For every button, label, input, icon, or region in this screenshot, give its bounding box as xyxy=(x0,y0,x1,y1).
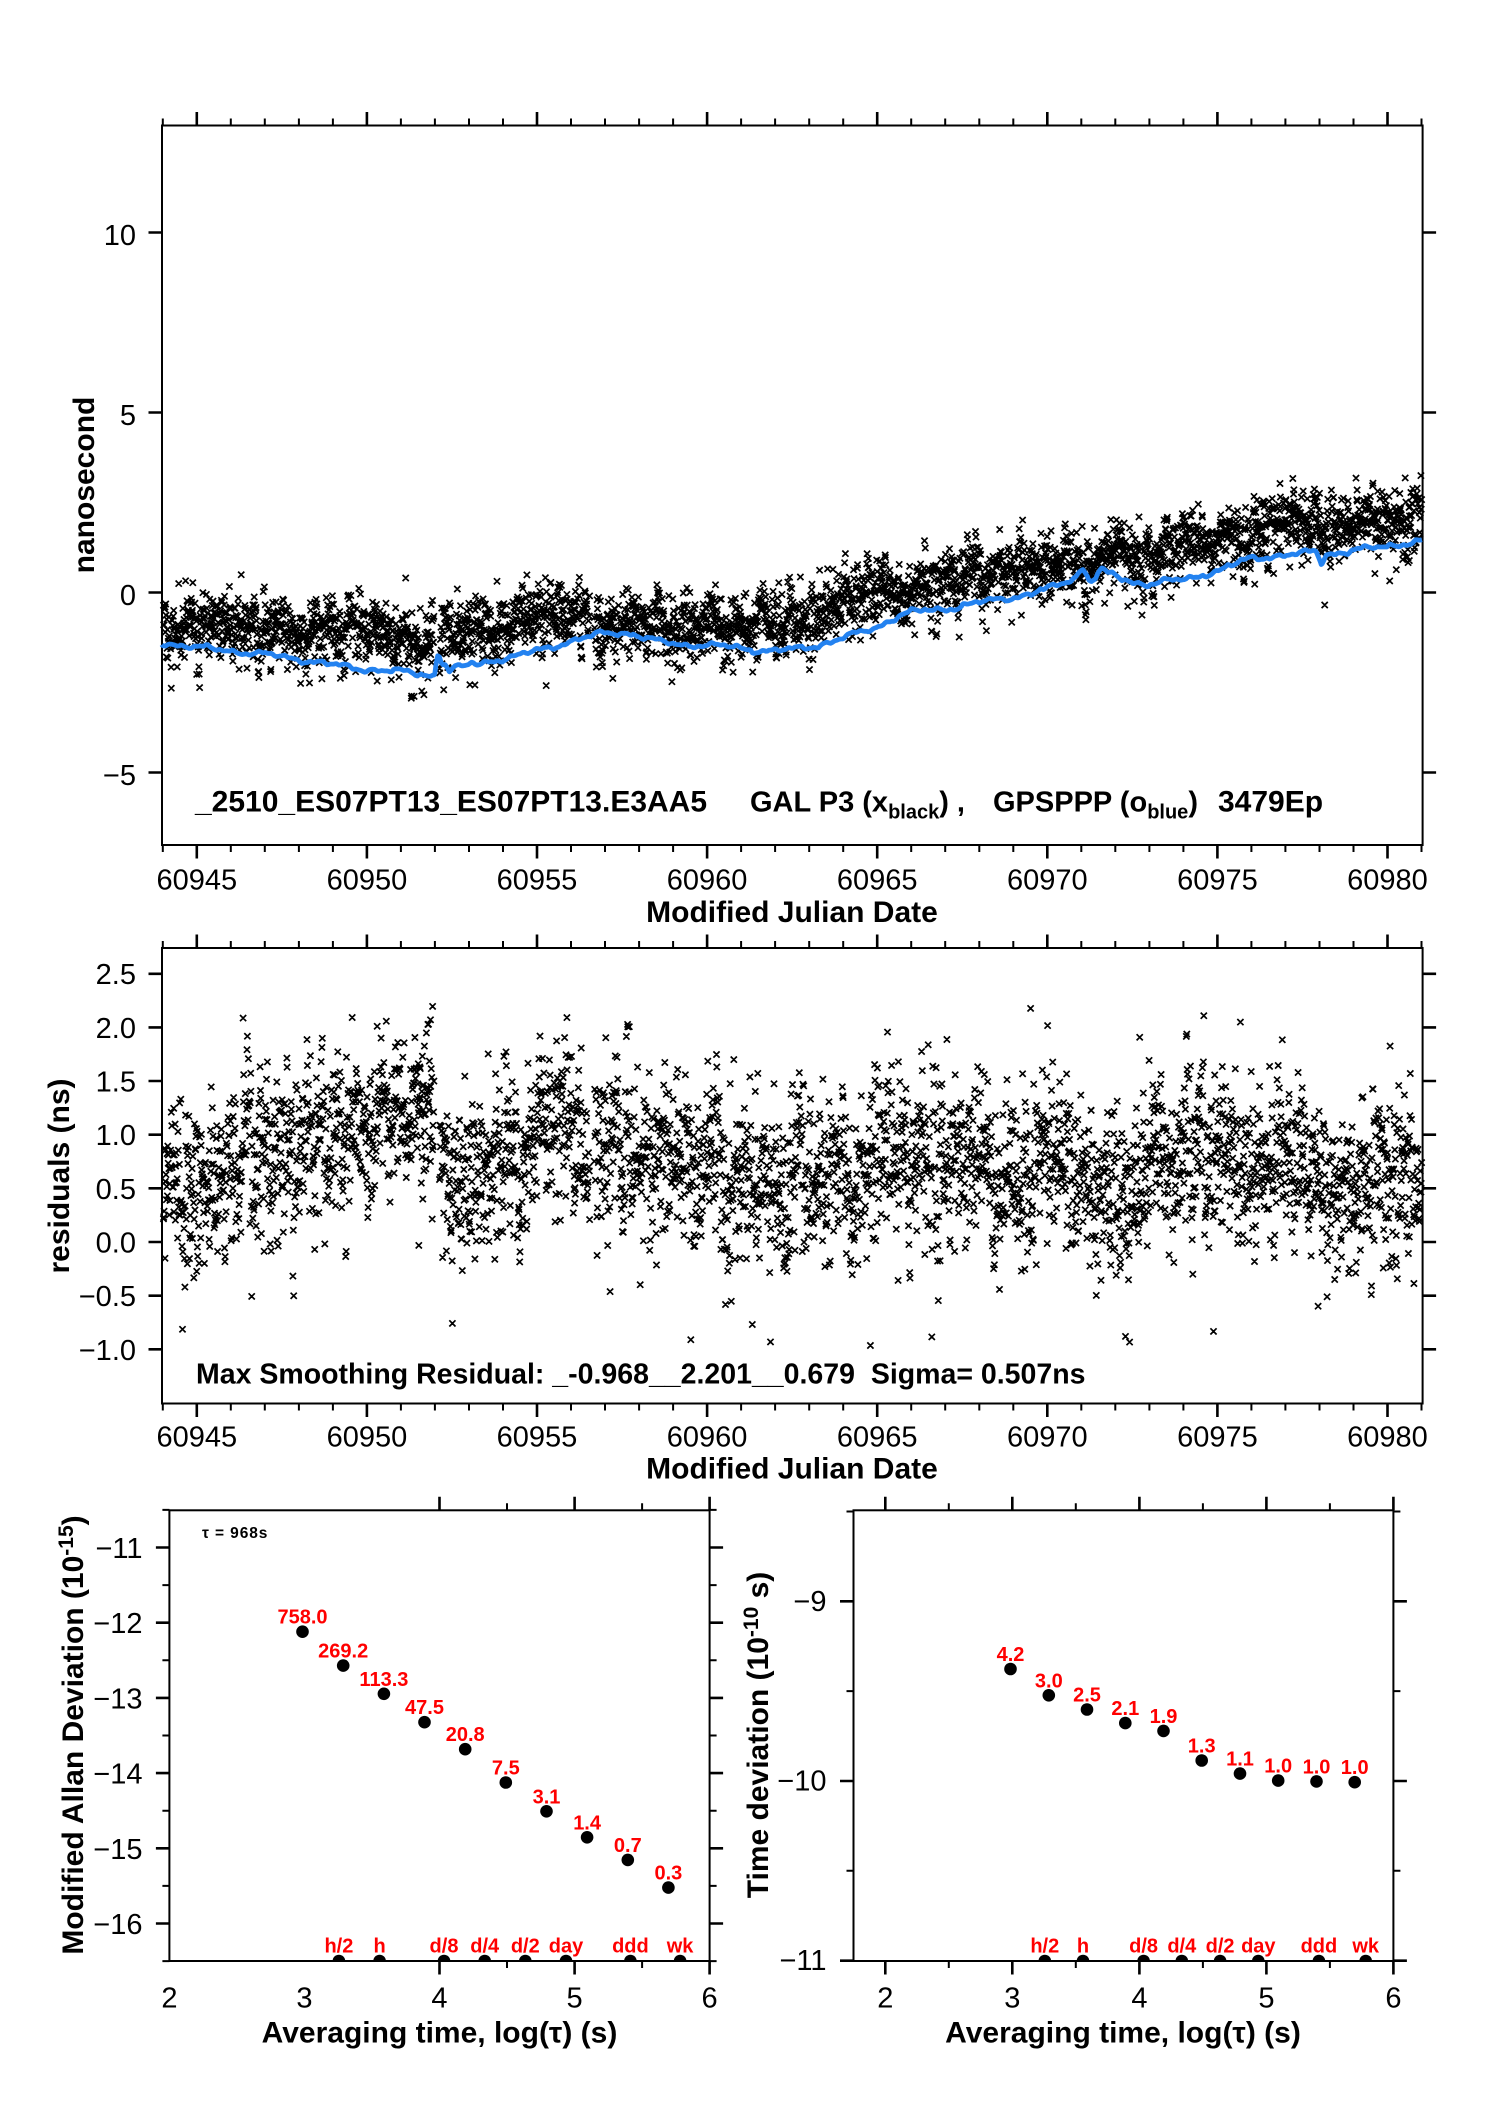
svg-text:60960: 60960 xyxy=(667,865,748,897)
svg-text:d/8: d/8 xyxy=(430,1936,459,1958)
svg-text:4: 4 xyxy=(431,1983,447,2015)
svg-text:day: day xyxy=(1241,1936,1276,1958)
svg-text:1.9: 1.9 xyxy=(1150,1706,1178,1728)
svg-text:d/4: d/4 xyxy=(470,1936,500,1958)
svg-text:2.5: 2.5 xyxy=(96,959,136,991)
svg-text:1.1: 1.1 xyxy=(1226,1749,1254,1771)
svg-text:1.0: 1.0 xyxy=(96,1120,136,1152)
svg-text:d/2: d/2 xyxy=(1206,1936,1235,1958)
svg-text:60945: 60945 xyxy=(156,865,237,897)
svg-text:0.7: 0.7 xyxy=(614,1835,642,1857)
svg-text:Max Smoothing Residual: _-0.96: Max Smoothing Residual: _-0.968__2.201__… xyxy=(196,1359,1085,1391)
svg-text:60955: 60955 xyxy=(497,1422,578,1454)
svg-text:day: day xyxy=(549,1936,584,1958)
svg-text:60980: 60980 xyxy=(1347,1422,1428,1454)
svg-text:1.5: 1.5 xyxy=(96,1067,136,1099)
svg-text:3: 3 xyxy=(1004,1983,1020,2015)
svg-text:Averaging time, log(τ) (s): Averaging time, log(τ) (s) xyxy=(262,2017,618,2050)
svg-text:5: 5 xyxy=(567,1983,583,2015)
svg-text:4: 4 xyxy=(1131,1983,1147,2015)
svg-text:5: 5 xyxy=(1258,1983,1274,2015)
svg-text:60975: 60975 xyxy=(1177,1422,1258,1454)
svg-text:2.1: 2.1 xyxy=(1111,1698,1139,1720)
svg-text:h/2: h/2 xyxy=(1030,1936,1059,1958)
svg-text:0.3: 0.3 xyxy=(654,1863,682,1885)
svg-text:−15: −15 xyxy=(93,1834,142,1866)
svg-text:d/4: d/4 xyxy=(1167,1936,1197,1958)
svg-text:GPSPPP (oblue): GPSPPP (oblue) xyxy=(993,787,1198,824)
svg-text:−1.0: −1.0 xyxy=(79,1335,136,1367)
svg-text:6: 6 xyxy=(1385,1983,1401,2015)
svg-text:h: h xyxy=(1077,1936,1089,1958)
svg-text:60950: 60950 xyxy=(327,865,408,897)
svg-text:1.4: 1.4 xyxy=(573,1812,602,1834)
svg-text:d/8: d/8 xyxy=(1129,1936,1158,1958)
svg-text:60980: 60980 xyxy=(1347,865,1428,897)
svg-text:−10: −10 xyxy=(777,1766,826,1798)
svg-text:2.5: 2.5 xyxy=(1073,1685,1101,1707)
svg-text:758.0: 758.0 xyxy=(277,1607,327,1629)
svg-text:47.5: 47.5 xyxy=(405,1697,444,1719)
svg-text:−9: −9 xyxy=(793,1586,826,1618)
svg-text:_2510_ES07PT13_ES07PT13.E3AA5: _2510_ES07PT13_ES07PT13.E3AA5 xyxy=(194,786,707,819)
svg-text:60965: 60965 xyxy=(837,865,918,897)
svg-text:−12: −12 xyxy=(93,1608,142,1640)
svg-text:3.1: 3.1 xyxy=(533,1786,561,1808)
svg-text:10: 10 xyxy=(104,220,136,252)
svg-text:−0.5: −0.5 xyxy=(79,1281,136,1313)
svg-text:Modified Allan Deviation (10-1: Modified Allan Deviation (10-15) xyxy=(55,1515,90,1954)
svg-text:4.2: 4.2 xyxy=(997,1644,1025,1666)
svg-text:−16: −16 xyxy=(93,1909,142,1941)
svg-text:h: h xyxy=(373,1936,385,1958)
svg-text:h/2: h/2 xyxy=(324,1936,353,1958)
svg-text:60970: 60970 xyxy=(1007,865,1088,897)
svg-text:d/2: d/2 xyxy=(511,1936,540,1958)
svg-text:ddd: ddd xyxy=(1301,1936,1338,1958)
svg-text:Modified Julian Date: Modified Julian Date xyxy=(646,896,938,929)
svg-text:113.3: 113.3 xyxy=(359,1669,408,1691)
svg-text:1.0: 1.0 xyxy=(1303,1756,1331,1778)
svg-text:−14: −14 xyxy=(93,1759,142,1791)
svg-text:nanosecond: nanosecond xyxy=(68,397,101,574)
svg-text:residuals (ns): residuals (ns) xyxy=(43,1078,76,1273)
svg-text:60945: 60945 xyxy=(156,1422,237,1454)
svg-text:60955: 60955 xyxy=(497,865,578,897)
svg-text:−11: −11 xyxy=(779,1945,826,1977)
svg-text:2: 2 xyxy=(161,1983,177,2015)
svg-text:0: 0 xyxy=(120,580,136,612)
svg-text:3.0: 3.0 xyxy=(1035,1670,1063,1692)
svg-text:60975: 60975 xyxy=(1177,865,1258,897)
svg-text:6: 6 xyxy=(702,1983,718,2015)
svg-text:0.5: 0.5 xyxy=(96,1174,136,1206)
svg-text:−13: −13 xyxy=(93,1683,142,1715)
svg-text:7.5: 7.5 xyxy=(492,1758,520,1780)
svg-text:1.0: 1.0 xyxy=(1264,1756,1292,1778)
svg-text:269.2: 269.2 xyxy=(318,1641,368,1663)
svg-text:Averaging time, log(τ) (s): Averaging time, log(τ) (s) xyxy=(945,2017,1301,2050)
svg-text:wk: wk xyxy=(1351,1936,1380,1958)
svg-text:τ = 968s: τ = 968s xyxy=(202,1525,268,1542)
svg-text:60950: 60950 xyxy=(327,1422,408,1454)
svg-text:−5: −5 xyxy=(103,760,136,792)
svg-text:Time deviation (10-10 s): Time deviation (10-10 s) xyxy=(740,1572,775,1899)
svg-text:wk: wk xyxy=(666,1936,695,1958)
svg-text:60965: 60965 xyxy=(837,1422,918,1454)
svg-text:20.8: 20.8 xyxy=(446,1724,485,1746)
svg-text:60970: 60970 xyxy=(1007,1422,1088,1454)
svg-text:60960: 60960 xyxy=(667,1422,748,1454)
svg-text:5: 5 xyxy=(120,400,136,432)
svg-text:2: 2 xyxy=(877,1983,893,2015)
svg-text:2.0: 2.0 xyxy=(96,1013,136,1045)
svg-text:0.0: 0.0 xyxy=(96,1228,136,1260)
svg-text:ddd: ddd xyxy=(612,1936,649,1958)
svg-text:−11: −11 xyxy=(95,1533,142,1565)
svg-text:1.3: 1.3 xyxy=(1188,1736,1216,1758)
svg-text:3479Ep: 3479Ep xyxy=(1218,786,1323,819)
svg-text:3: 3 xyxy=(296,1983,312,2015)
svg-text:1.0: 1.0 xyxy=(1341,1757,1369,1779)
svg-text:Modified Julian Date: Modified Julian Date xyxy=(646,1453,938,1486)
